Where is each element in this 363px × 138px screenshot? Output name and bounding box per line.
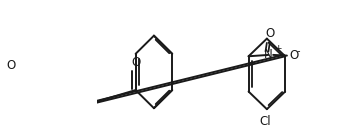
Text: O: O: [290, 49, 299, 62]
Text: O: O: [265, 27, 274, 40]
Text: O: O: [131, 56, 140, 69]
Text: N: N: [264, 48, 273, 61]
Text: Cl: Cl: [260, 115, 272, 128]
Text: +: +: [274, 44, 281, 53]
Text: -: -: [297, 47, 301, 57]
Text: O: O: [7, 59, 16, 71]
